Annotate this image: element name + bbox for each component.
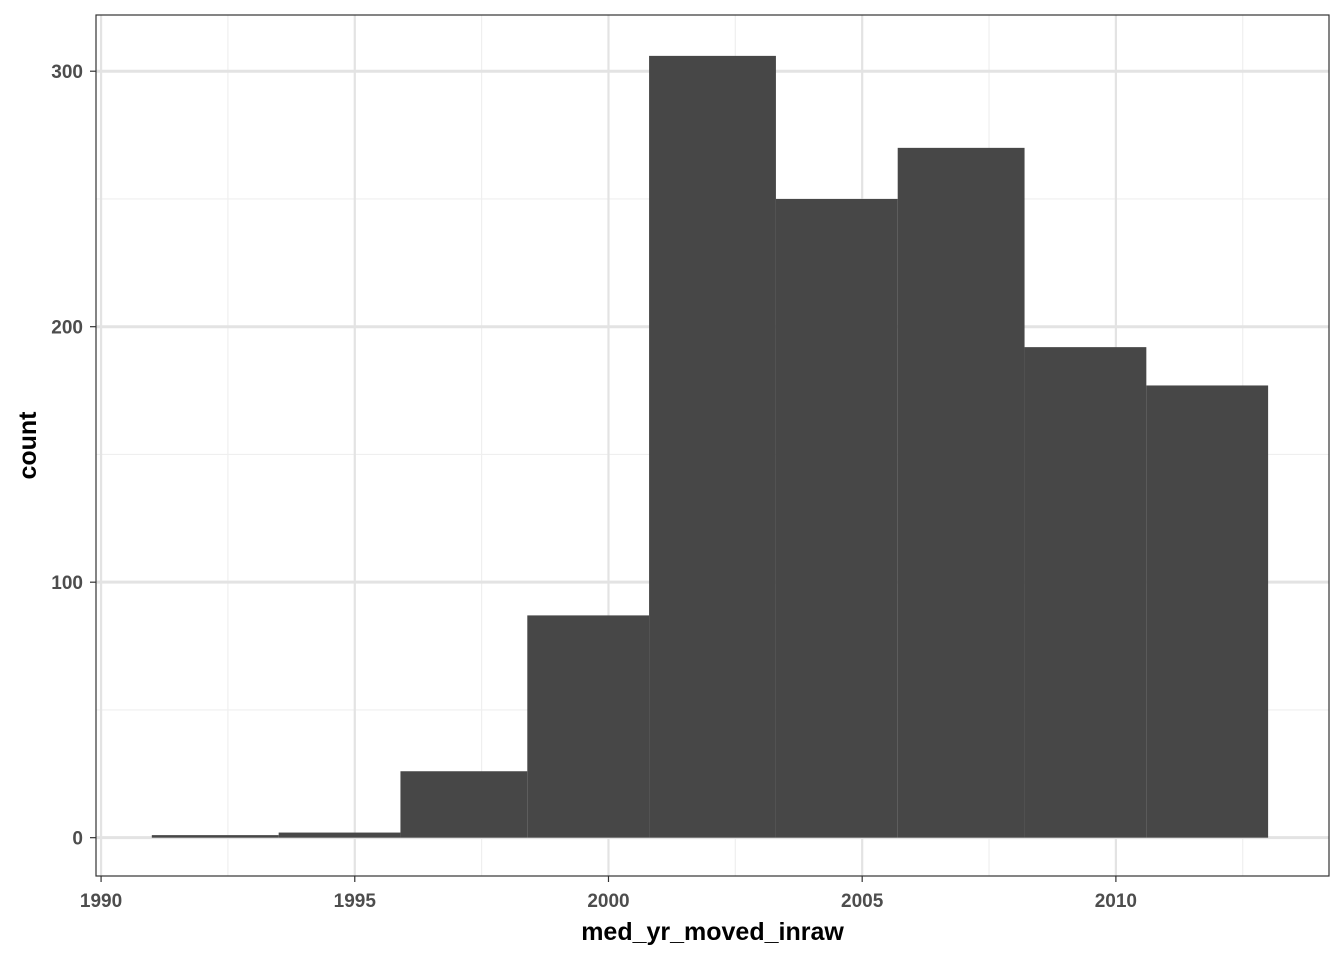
panel-border bbox=[95, 14, 1330, 877]
x-tick-label: 2000 bbox=[587, 891, 629, 912]
histogram-bar-4 bbox=[527, 615, 650, 838]
ticks-layer: 1990 1995 2000 2005 2010 0 100 200 300 bbox=[51, 62, 1137, 912]
histogram-bar-8 bbox=[1024, 347, 1147, 838]
histogram-bar-9 bbox=[1146, 385, 1269, 838]
histogram-bar-3 bbox=[400, 771, 528, 838]
y-tick-label: 200 bbox=[51, 318, 83, 339]
x-tick-label: 2010 bbox=[1095, 891, 1137, 912]
y-axis-title: count bbox=[14, 411, 42, 480]
x-tick-label: 1995 bbox=[334, 891, 377, 912]
y-tick-label: 0 bbox=[72, 829, 83, 850]
histogram-bar-5 bbox=[649, 55, 776, 838]
histogram-bar-1 bbox=[151, 835, 279, 838]
bars-layer bbox=[151, 55, 1269, 838]
y-tick-label: 100 bbox=[51, 573, 83, 594]
x-axis-title: med_yr_moved_inraw bbox=[581, 918, 844, 946]
x-tick-label: 2005 bbox=[841, 891, 884, 912]
histogram-bar-7 bbox=[897, 147, 1025, 838]
x-tick-label: 1990 bbox=[80, 891, 122, 912]
histogram-bar-6 bbox=[775, 198, 898, 838]
histogram-bar-2 bbox=[278, 832, 401, 838]
y-tick-label: 300 bbox=[51, 62, 83, 83]
